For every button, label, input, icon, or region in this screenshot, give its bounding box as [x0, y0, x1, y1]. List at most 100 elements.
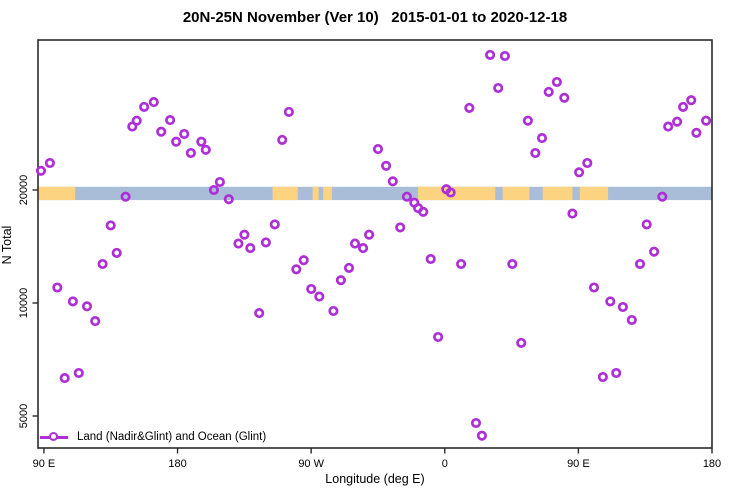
- data-point: [208, 184, 219, 196]
- data-point: [649, 246, 660, 257]
- data-point: [641, 219, 652, 230]
- legend-symbol: [40, 431, 68, 443]
- data-point: [605, 296, 616, 307]
- data-point: [559, 92, 570, 103]
- data-point: [543, 86, 554, 97]
- data-point: [306, 283, 317, 295]
- map-band-land: [312, 186, 319, 201]
- x-tick-label: 180: [703, 458, 721, 470]
- map-band-land: [38, 186, 76, 201]
- data-point: [139, 101, 150, 112]
- data-point: [588, 282, 600, 293]
- data-point: [105, 220, 116, 231]
- data-point: [493, 82, 504, 94]
- data-point: [445, 187, 456, 198]
- data-point: [223, 194, 234, 205]
- data-point: [381, 160, 392, 171]
- data-point: [470, 417, 482, 429]
- data-point: [476, 430, 487, 441]
- data-point: [499, 50, 510, 62]
- y-tick-label: 5000: [18, 404, 30, 428]
- data-point: [574, 167, 585, 178]
- x-tick-label: 90 E: [567, 458, 590, 470]
- data-point: [395, 222, 406, 233]
- data-point: [245, 243, 256, 254]
- data-point: [626, 314, 637, 326]
- data-point: [185, 147, 196, 159]
- data-point: [269, 219, 280, 230]
- data-point: [67, 296, 78, 307]
- y-axis-title: N Total: [0, 225, 14, 265]
- data-point: [551, 76, 562, 88]
- data-point: [358, 243, 369, 254]
- data-point: [44, 157, 55, 169]
- data-point: [165, 115, 176, 126]
- map-band-ocean: [38, 186, 712, 201]
- data-point: [148, 97, 159, 108]
- data-point: [485, 49, 496, 60]
- data-point: [701, 115, 712, 126]
- data-point: [678, 101, 689, 112]
- data-point: [536, 133, 548, 144]
- data-point: [59, 373, 70, 384]
- plot-box: [37, 39, 713, 449]
- data-point: [634, 258, 646, 270]
- data-point: [97, 258, 108, 270]
- x-tick-label: 180: [168, 458, 186, 470]
- data-point: [277, 134, 288, 145]
- map-band-land: [579, 186, 609, 201]
- data-point: [214, 176, 225, 188]
- data-point: [349, 238, 361, 249]
- data-point: [663, 121, 674, 132]
- data-point: [254, 308, 265, 319]
- map-band-land: [272, 186, 298, 201]
- data-point: [672, 116, 683, 127]
- data-point: [464, 102, 475, 113]
- data-point: [691, 127, 702, 138]
- map-band-land: [418, 186, 496, 201]
- map-band-land: [542, 186, 573, 201]
- data-point: [686, 95, 697, 106]
- data-point: [516, 337, 527, 348]
- data-point: [425, 253, 436, 265]
- data-point: [52, 282, 63, 293]
- y-tick-label: 20000: [18, 175, 30, 206]
- x-tick-label: 90 E: [33, 458, 56, 470]
- legend: Land (Nadir&Glint) and Ocean (Glint): [40, 429, 266, 445]
- data-point: [372, 144, 384, 155]
- data-point: [530, 147, 541, 159]
- data-point: [314, 291, 325, 302]
- legend-label: Land (Nadir&Glint) and Ocean (Glint): [77, 431, 267, 443]
- data-point: [507, 258, 518, 270]
- data-point: [418, 206, 429, 217]
- data-point: [343, 262, 355, 273]
- data-point: [291, 264, 302, 275]
- data-point: [567, 208, 578, 219]
- data-point: [73, 367, 84, 379]
- data-point: [120, 191, 131, 202]
- data-point: [456, 258, 467, 270]
- x-tick-label: 0: [442, 458, 448, 470]
- data-point: [611, 367, 622, 379]
- data-point: [387, 176, 398, 187]
- data-point: [283, 106, 294, 117]
- data-point: [127, 121, 138, 132]
- x-axis-title: Longitude (deg E): [325, 472, 425, 486]
- data-point: [298, 255, 309, 266]
- data-point: [171, 136, 182, 147]
- data-point: [200, 144, 211, 155]
- data-point: [401, 191, 412, 202]
- data-point: [328, 305, 339, 317]
- data-point: [156, 126, 167, 137]
- map-band-land: [323, 186, 332, 201]
- chart-title: 20N-25N November (Ver 10) 2015-01-01 to …: [182, 9, 568, 26]
- data-point: [617, 301, 628, 313]
- data-point: [239, 229, 250, 240]
- data-point: [90, 316, 101, 327]
- map-band-land: [502, 186, 530, 201]
- data-point: [657, 191, 668, 202]
- data-point: [582, 157, 593, 169]
- data-point: [81, 301, 93, 312]
